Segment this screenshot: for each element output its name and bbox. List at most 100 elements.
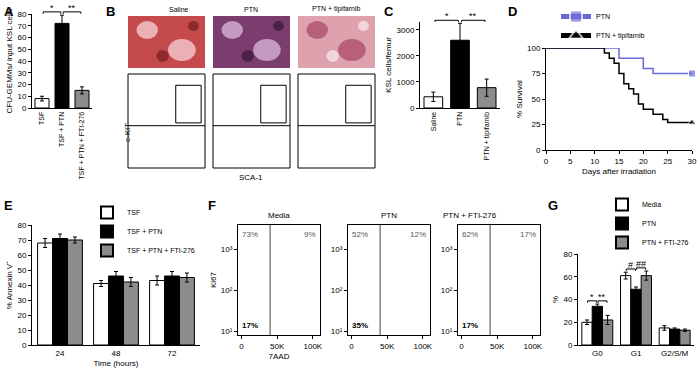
svg-text:% Annexin V⁺: % Annexin V⁺	[5, 261, 14, 309]
svg-text:D: D	[508, 4, 517, 19]
svg-text:Days after irradiation: Days after irradiation	[582, 167, 656, 176]
svg-text:**: **	[598, 292, 606, 302]
svg-text:0: 0	[410, 104, 415, 113]
svg-text:PTN: PTN	[596, 13, 610, 20]
svg-text:50K: 50K	[490, 342, 505, 351]
svg-text:C: C	[384, 4, 394, 19]
svg-text:50K: 50K	[270, 342, 285, 351]
svg-text:10³: 10³	[441, 245, 453, 254]
svg-text:10¹: 10¹	[331, 327, 343, 336]
svg-text:10²: 10²	[441, 286, 453, 295]
svg-text:5: 5	[568, 157, 573, 166]
svg-text:20: 20	[17, 311, 26, 320]
svg-text:10²: 10²	[331, 286, 343, 295]
svg-text:B: B	[106, 4, 115, 19]
svg-text:10: 10	[17, 92, 26, 101]
svg-text:12%: 12%	[410, 230, 426, 239]
svg-text:75: 75	[531, 69, 540, 78]
svg-text:0: 0	[22, 104, 27, 113]
svg-text:% Survival: % Survival	[515, 80, 524, 118]
svg-text:SCA-1: SCA-1	[239, 173, 263, 182]
svg-text:48: 48	[112, 349, 121, 358]
svg-text:##: ##	[636, 259, 646, 269]
svg-text:*: *	[50, 3, 54, 13]
svg-text:35%: 35%	[352, 321, 368, 330]
svg-text:Saline: Saline	[169, 6, 189, 13]
svg-text:62%: 62%	[462, 230, 478, 239]
svg-text:80: 80	[563, 250, 572, 259]
svg-text:PTN + tipifarnib: PTN + tipifarnib	[596, 32, 645, 40]
svg-text:7AAD: 7AAD	[269, 352, 290, 361]
svg-text:70: 70	[17, 22, 26, 31]
svg-text:70: 70	[17, 236, 26, 245]
svg-text:E: E	[4, 198, 13, 213]
svg-text:10³: 10³	[221, 245, 233, 254]
svg-text:G2/S/M: G2/S/M	[661, 349, 688, 358]
svg-text:40: 40	[563, 295, 572, 304]
svg-text:60: 60	[563, 273, 572, 282]
svg-text:0: 0	[22, 341, 27, 350]
svg-text:PTN: PTN	[456, 112, 463, 126]
svg-text:PTN + FTI-276: PTN + FTI-276	[642, 239, 689, 246]
svg-text:0: 0	[568, 341, 573, 350]
svg-text:F: F	[208, 198, 216, 213]
svg-text:0: 0	[459, 342, 464, 351]
svg-text:2000: 2000	[397, 52, 415, 61]
svg-text:Media: Media	[268, 211, 290, 220]
svg-text:0: 0	[239, 342, 244, 351]
svg-text:G1: G1	[631, 349, 642, 358]
svg-text:10¹: 10¹	[221, 327, 233, 336]
svg-text:50: 50	[17, 266, 26, 275]
svg-text:CFU-GEMMs/ input KSL cells: CFU-GEMMs/ input KSL cells	[5, 8, 14, 113]
svg-text:20: 20	[17, 80, 26, 89]
svg-text:20: 20	[563, 318, 572, 327]
svg-text:Ki67: Ki67	[209, 271, 218, 288]
svg-text:PTN + tipifarnib: PTN + tipifarnib	[483, 112, 491, 161]
svg-text:Time (hours): Time (hours)	[93, 359, 138, 368]
svg-text:17%: 17%	[462, 321, 478, 330]
svg-text:100K: 100K	[304, 342, 323, 351]
svg-text:50: 50	[17, 45, 26, 54]
svg-text:17%: 17%	[242, 321, 258, 330]
svg-text:TSF + PTN + FTI-276: TSF + PTN + FTI-276	[127, 247, 195, 254]
svg-text:72: 72	[168, 349, 177, 358]
svg-text:PTN + tipifarnib: PTN + tipifarnib	[312, 5, 361, 13]
svg-text:100: 100	[527, 44, 541, 53]
svg-text:17%: 17%	[520, 230, 536, 239]
svg-text:PTN: PTN	[244, 6, 258, 13]
svg-text:TSF + PTN + FTI-276: TSF + PTN + FTI-276	[78, 112, 85, 180]
svg-text:Saline: Saline	[430, 112, 437, 132]
svg-text:40: 40	[17, 57, 26, 66]
svg-text:#: #	[628, 260, 633, 270]
svg-text:0: 0	[536, 146, 541, 155]
svg-text:PTN + FTI-276: PTN + FTI-276	[443, 211, 497, 220]
svg-text:50: 50	[531, 95, 540, 104]
svg-text:10: 10	[17, 326, 26, 335]
svg-text:TSF: TSF	[38, 112, 45, 125]
svg-text:0: 0	[544, 157, 549, 166]
svg-text:40: 40	[17, 281, 26, 290]
svg-text:c-KIT: c-KIT	[123, 123, 132, 142]
svg-text:TSF + PTN: TSF + PTN	[127, 228, 162, 235]
svg-text:G0: G0	[592, 349, 603, 358]
svg-text:15: 15	[615, 157, 624, 166]
svg-text:9%: 9%	[304, 230, 316, 239]
svg-text:**: **	[68, 3, 76, 13]
svg-text:3000: 3000	[397, 26, 415, 35]
svg-text:73%: 73%	[242, 230, 258, 239]
svg-text:1000: 1000	[397, 78, 415, 87]
svg-text:20: 20	[639, 157, 648, 166]
svg-text:G: G	[548, 198, 558, 213]
svg-text:50K: 50K	[380, 342, 395, 351]
svg-text:%: %	[551, 296, 560, 303]
svg-text:25: 25	[531, 120, 540, 129]
svg-text:Media: Media	[642, 201, 661, 208]
svg-text:80: 80	[17, 221, 26, 230]
svg-text:100K: 100K	[524, 342, 543, 351]
svg-text:**: **	[469, 11, 477, 21]
svg-text:KSL cells/femur: KSL cells/femur	[384, 37, 393, 93]
svg-text:60: 60	[17, 33, 26, 42]
svg-text:*: *	[445, 11, 449, 21]
svg-text:10¹: 10¹	[441, 327, 453, 336]
svg-text:A: A	[4, 4, 14, 19]
